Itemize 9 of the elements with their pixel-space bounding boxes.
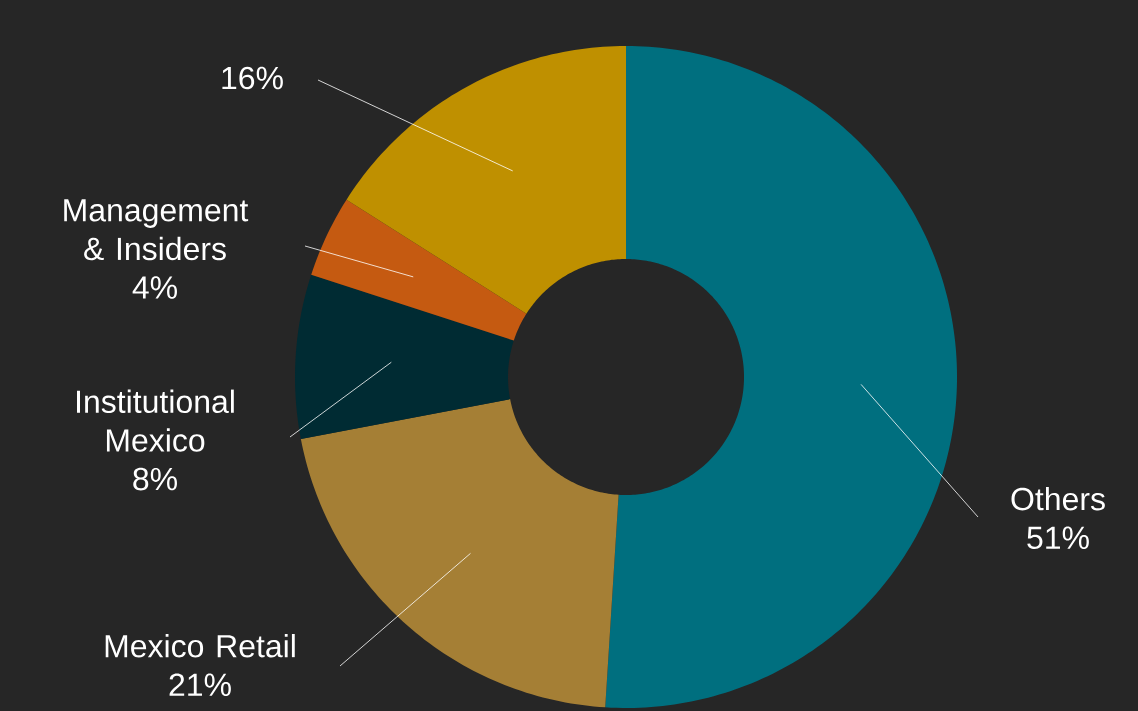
slice-label: Mexico Retail — [105, 633, 295, 658]
data-label: 51% — [1027, 526, 1089, 550]
data-label: 21% — [169, 673, 231, 697]
data-label: 16% — [222, 66, 283, 90]
slice-label: Institutional Mexico — [77, 389, 234, 452]
data-label: 4% — [132, 276, 177, 299]
data-label: 8% — [133, 467, 177, 491]
slice-label: Management & Insiders — [64, 199, 249, 261]
slice-label: Others — [1011, 486, 1105, 511]
